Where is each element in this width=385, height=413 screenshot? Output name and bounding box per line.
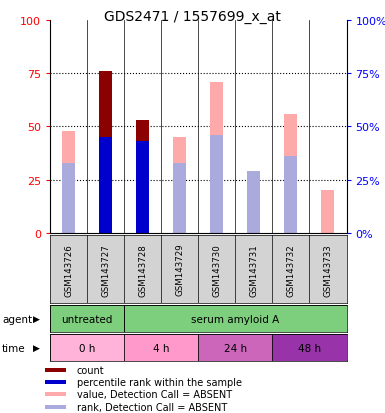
Text: GSM143727: GSM143727	[101, 243, 110, 296]
Bar	[210, 135, 223, 233]
Text: GSM143726: GSM143726	[64, 243, 73, 296]
Bar	[45, 380, 66, 384]
Text: ▶: ▶	[33, 314, 40, 323]
Bar	[210, 82, 223, 233]
Text: GSM143733: GSM143733	[323, 243, 333, 296]
Bar	[45, 392, 66, 396]
Text: GDS2471 / 1557699_x_at: GDS2471 / 1557699_x_at	[104, 10, 281, 24]
Text: 48 h: 48 h	[298, 343, 321, 353]
Text: ▶: ▶	[33, 343, 40, 352]
Text: count: count	[77, 365, 104, 375]
Bar	[62, 131, 75, 233]
Bar	[45, 405, 66, 409]
Text: 0 h: 0 h	[79, 343, 95, 353]
Bar	[273, 335, 346, 361]
Bar	[136, 121, 149, 233]
Text: value, Detection Call = ABSENT: value, Detection Call = ABSENT	[77, 389, 232, 399]
Text: 24 h: 24 h	[224, 343, 247, 353]
Bar	[62, 163, 75, 233]
Text: untreated: untreated	[62, 314, 113, 324]
Bar	[198, 335, 273, 361]
Text: GSM143731: GSM143731	[249, 243, 258, 296]
Text: GSM143730: GSM143730	[212, 243, 221, 296]
Text: serum amyloid A: serum amyloid A	[191, 314, 280, 324]
Bar	[321, 191, 335, 233]
Text: agent: agent	[2, 314, 32, 324]
Text: 4 h: 4 h	[153, 343, 169, 353]
Bar	[99, 138, 112, 233]
Bar	[285, 114, 297, 233]
Text: GSM143729: GSM143729	[175, 243, 184, 296]
Text: percentile rank within the sample: percentile rank within the sample	[77, 377, 242, 387]
Text: rank, Detection Call = ABSENT: rank, Detection Call = ABSENT	[77, 402, 227, 412]
Bar	[248, 172, 260, 233]
Bar	[50, 306, 124, 332]
Bar	[173, 138, 186, 233]
Bar	[285, 157, 297, 233]
Bar	[124, 306, 346, 332]
Text: time: time	[2, 343, 25, 353]
Bar	[124, 335, 198, 361]
Text: GSM143732: GSM143732	[286, 243, 295, 296]
Bar	[99, 72, 112, 233]
Bar	[136, 142, 149, 233]
Bar	[50, 335, 124, 361]
Text: GSM143728: GSM143728	[138, 243, 147, 296]
Bar	[173, 163, 186, 233]
Bar	[45, 368, 66, 372]
